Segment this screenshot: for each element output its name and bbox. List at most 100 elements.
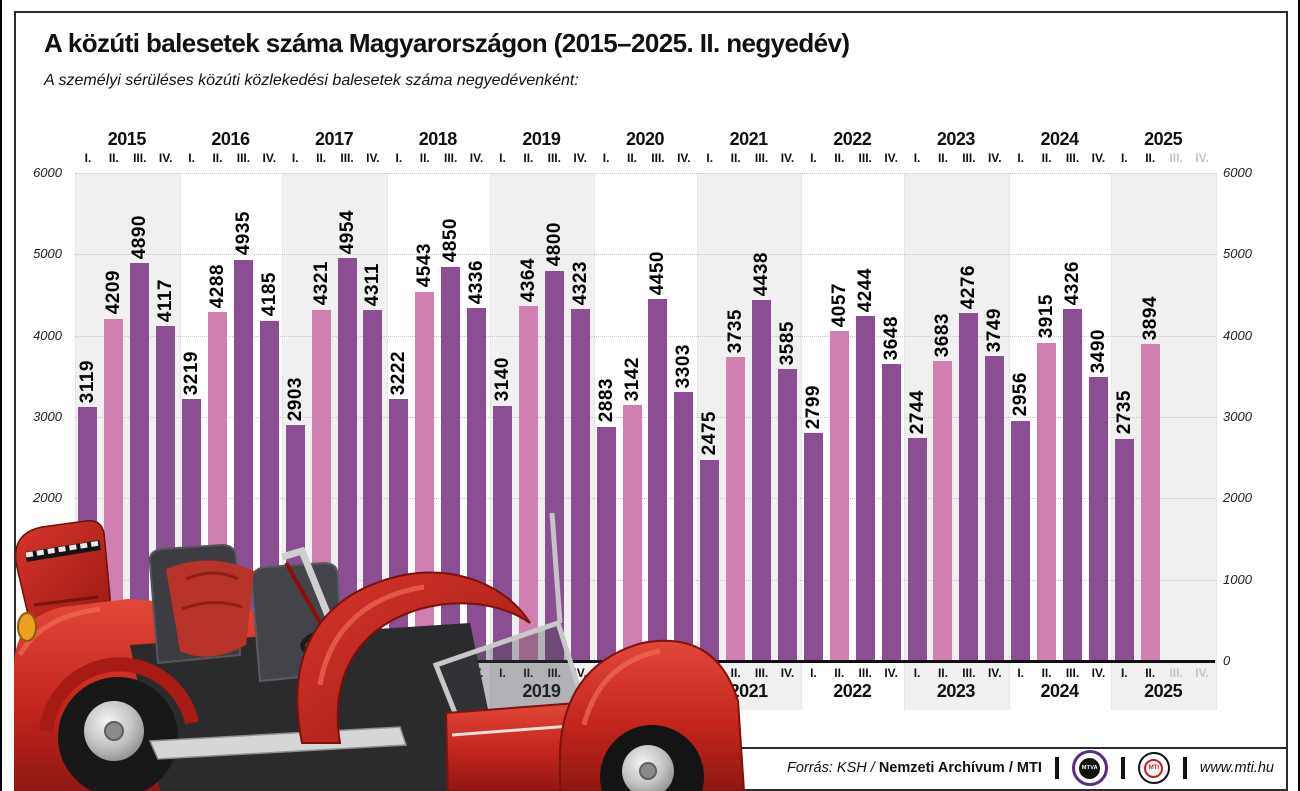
gridline: [75, 254, 1215, 256]
quarter-label-top: I.: [1120, 151, 1128, 165]
quarter-label-bottom: II.: [108, 666, 119, 680]
bar-2017-I.: [285, 424, 305, 661]
bar-2022-III.: [855, 315, 875, 661]
bar-value-label: 3222: [388, 350, 410, 395]
separator-bar: [1054, 757, 1059, 779]
bar-2023-II.: [933, 361, 953, 661]
bar-2019-III.: [544, 270, 564, 661]
bar-value-label: 3142: [621, 357, 643, 402]
website-url: www.mti.hu: [1199, 760, 1274, 776]
bar-2016-IV.: [259, 320, 279, 661]
y-tick-label-left: 0: [54, 653, 62, 668]
year-label-bottom: 2017: [315, 681, 354, 701]
year-label-top: 2017: [315, 129, 354, 149]
bar-2020-II.: [622, 405, 642, 661]
bar-2019-I.: [493, 405, 512, 661]
quarter-label-bottom: III.: [1065, 666, 1080, 680]
quarter-label-top: III.: [754, 151, 769, 165]
quarter-label-top: IV.: [780, 151, 795, 165]
bar-2021-II.: [726, 357, 746, 661]
bar-2025-I.: [1114, 438, 1134, 661]
quarter-label-bottom: I.: [602, 666, 610, 680]
quarter-label-top: III.: [236, 151, 251, 165]
bar-value-label: 2744: [906, 389, 928, 434]
quarter-label-bottom: IV.: [884, 666, 898, 680]
year-label-top: 2024: [1040, 129, 1080, 149]
y-tick-label-right: 1000: [1223, 571, 1252, 587]
quarter-label-bottom: IV.: [677, 666, 691, 680]
year-label-bottom: 2023: [936, 681, 976, 701]
quarter-label-top: II.: [212, 151, 223, 165]
year-label-top: 2016: [211, 129, 250, 149]
y-tick-label-right: 3000: [1223, 409, 1252, 424]
bar-value-label: 4288: [207, 263, 228, 309]
bar-value-label: 4057: [828, 282, 850, 328]
quarter-label-top: III.: [1065, 151, 1080, 165]
quarter-label-top: IV.: [677, 151, 691, 165]
separator-bar: [1120, 757, 1125, 779]
year-label-top: 2025: [1144, 129, 1183, 149]
quarter-label-bottom: III.: [754, 666, 769, 680]
quarter-label-top: III.: [547, 151, 561, 165]
quarter-label-bottom: III.: [340, 666, 354, 680]
bar-value-label: 3894: [1139, 296, 1161, 341]
footer: Forrás: KSH / Nemzeti Archívum / MTI MTV…: [14, 749, 1286, 787]
quarter-label-top: II.: [730, 151, 741, 165]
bar-2016-II.: [208, 312, 227, 661]
mtva-logo: MTVA: [1071, 750, 1108, 786]
quarter-label-top: II.: [523, 151, 534, 165]
quarter-label-top: I.: [1017, 151, 1024, 165]
quarter-label-bottom: I.: [291, 666, 299, 680]
quarter-label-top: I.: [395, 151, 403, 165]
bar-2023-IV.: [985, 356, 1005, 661]
quarter-label-top: III.: [133, 151, 147, 165]
quarter-label-top: II.: [316, 151, 327, 165]
bar-value-label: 4364: [517, 257, 539, 303]
bar-value-label: 4244: [854, 267, 876, 312]
quarter-label-bottom: I.: [84, 666, 92, 680]
quarter-label-bottom: II.: [523, 666, 534, 680]
bar-value-label: 3735: [725, 308, 747, 354]
quarter-label-bottom: II.: [834, 666, 845, 680]
bar-value-label: 4311: [362, 263, 384, 307]
quarter-label-bottom: IV.: [158, 666, 173, 680]
year-label-top: 2023: [936, 129, 976, 149]
quarter-label-bottom: IV.: [987, 666, 1002, 680]
bar-2025-II.: [1140, 344, 1160, 661]
quarter-label-top: I.: [188, 151, 195, 165]
bar-2024-III.: [1063, 309, 1082, 661]
y-tick-label-left: 1000: [33, 571, 62, 587]
quarter-label-bottom: I.: [1120, 666, 1128, 680]
quarter-label-top: II.: [937, 151, 948, 165]
quarter-label-bottom: II.: [937, 666, 948, 680]
bar-2015-IV.: [156, 326, 176, 661]
quarter-label-top: III.: [340, 151, 354, 165]
y-tick-label-right: 4000: [1223, 327, 1252, 343]
bar-2016-III.: [233, 259, 253, 661]
bar-2018-I.: [389, 398, 409, 661]
bar-value-label: 4185: [258, 272, 280, 317]
bar-value-label: 2883: [595, 378, 617, 423]
quarter-label-bottom: III.: [858, 666, 872, 680]
quarter-label-top: IV.: [469, 151, 484, 165]
quarter-label-top: III.: [444, 151, 458, 165]
bar-2022-I.: [803, 433, 823, 661]
year-label-bottom: 2021: [729, 681, 769, 701]
quarter-label-bottom: IV.: [780, 666, 795, 680]
bar-value-label: 3490: [1087, 328, 1109, 374]
quarter-label-bottom: IV.: [469, 666, 484, 680]
year-label-bottom: 2018: [418, 681, 458, 701]
bar-value-label: 4450: [647, 250, 669, 296]
gridline: [75, 335, 1215, 337]
quarter-label-top: II.: [1041, 151, 1052, 165]
quarter-label-bottom: II.: [1041, 666, 1052, 680]
bar-2019-II.: [518, 306, 538, 661]
quarter-label-top: IV.: [366, 151, 380, 165]
quarter-label-top: IV.: [987, 151, 1002, 165]
page-title: A közúti balesetek száma Magyarországon …: [44, 28, 850, 58]
bar-2023-III.: [959, 313, 979, 661]
quarter-label-bottom: IV.: [1091, 666, 1106, 680]
quarter-label-top: I.: [602, 151, 610, 165]
bar-value-label: 3585: [777, 321, 798, 366]
bar-2017-III.: [337, 258, 357, 661]
